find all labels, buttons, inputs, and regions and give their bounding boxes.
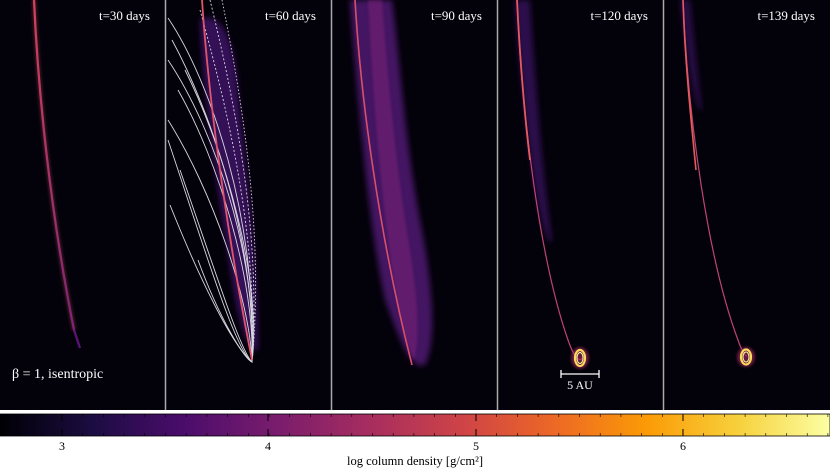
beta-label: β = 1, isentropic bbox=[12, 367, 103, 382]
panel-t60: t=60 days bbox=[166, 0, 331, 410]
accretion-disc bbox=[739, 348, 753, 366]
accretion-disc-inner bbox=[742, 351, 750, 363]
panel-time-label: t=30 days bbox=[99, 8, 150, 23]
panel-background bbox=[0, 0, 165, 410]
colorbar-tick-label: 6 bbox=[680, 439, 686, 453]
scale-bar-label: 5 AU bbox=[567, 378, 593, 392]
debris-cloud-core bbox=[368, 0, 418, 360]
scale-bar bbox=[560, 370, 600, 378]
panel-time-label: t=120 days bbox=[590, 8, 648, 23]
colorbar-label: log column density [g/cm²] bbox=[347, 454, 483, 468]
panel-time-label: t=139 days bbox=[757, 8, 815, 23]
colorbar-tick-label: 3 bbox=[59, 439, 65, 453]
panel-dividers bbox=[164, 0, 665, 410]
colorbar-major-ticks bbox=[61, 414, 684, 436]
panel-t120: 5 AU t=120 days bbox=[498, 0, 663, 410]
tidal-stream bbox=[201, 0, 253, 361]
colorbar: 3 4 5 6 log column density [g/cm²] bbox=[0, 413, 830, 468]
colorbar-tick-label: 4 bbox=[265, 439, 271, 453]
debris-cloud bbox=[515, 0, 552, 242]
tidal-stream-glow bbox=[31, 0, 77, 331]
panel-t139: t=139 days bbox=[664, 0, 830, 410]
accretion-disc-inner bbox=[576, 352, 584, 364]
orbit-ellipses bbox=[167, 0, 257, 364]
colorbar-gradient bbox=[0, 413, 830, 437]
accretion-disc bbox=[573, 348, 587, 368]
tidal-stream-bright bbox=[516, 0, 531, 161]
panel-t90: t=90 days bbox=[332, 0, 497, 410]
tidal-stream-bright bbox=[682, 0, 697, 171]
panel-time-label: t=60 days bbox=[265, 8, 316, 23]
panel-t30: t=30 days β = 1, isentropic bbox=[0, 0, 165, 410]
colorbar-tick-label: 5 bbox=[473, 439, 479, 453]
debris-cloud bbox=[680, 0, 702, 111]
panel-time-label: t=90 days bbox=[431, 8, 482, 23]
tidal-stream bbox=[354, 0, 413, 366]
